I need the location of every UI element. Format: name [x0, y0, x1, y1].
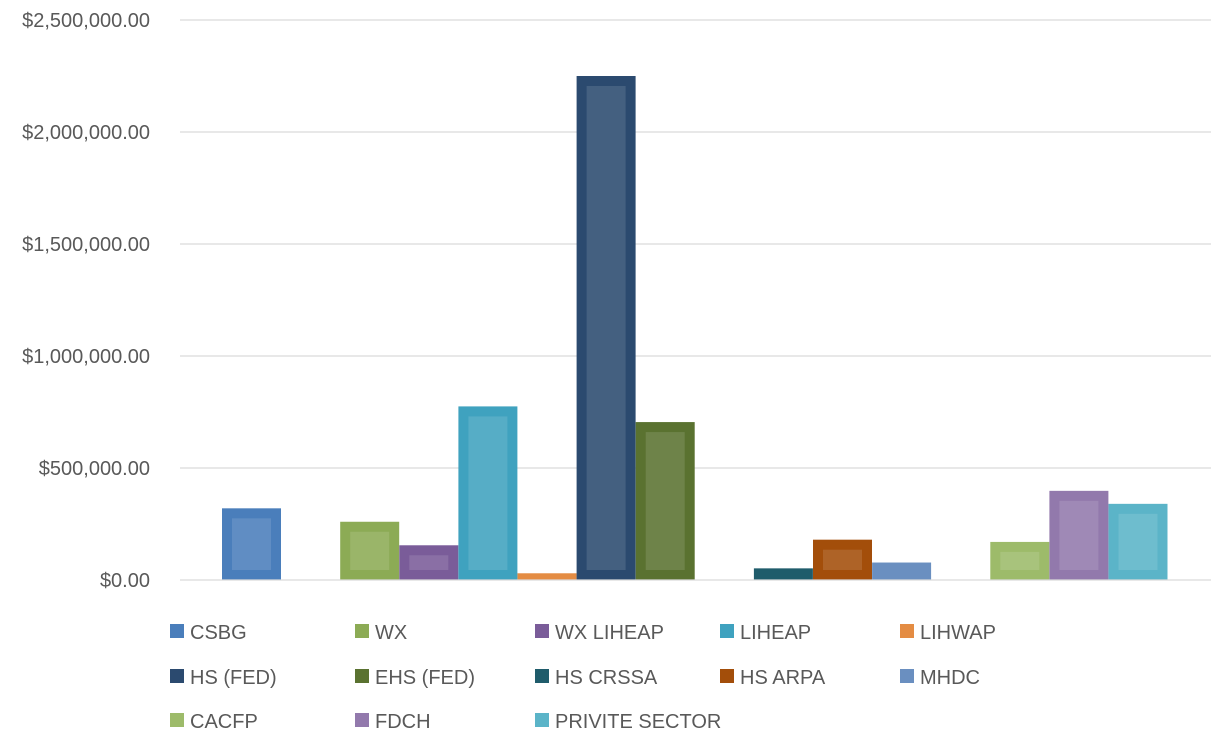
bar-inner-bevel: [409, 555, 449, 570]
legend-entry: MHDC: [900, 667, 980, 689]
y-tick-label: $1,000,000.00: [22, 346, 150, 368]
bar-privite-sector: [1108, 503, 1168, 580]
gridlines: [180, 19, 1211, 469]
bar-inner-bevel: [1118, 513, 1158, 570]
legend-entry: WX LIHEAP: [535, 622, 664, 644]
bar-outer: [813, 539, 872, 580]
legend-label: HS (FED): [190, 667, 277, 689]
bar-inner-bevel: [1059, 500, 1099, 570]
bar-inner-bevel: [1000, 551, 1040, 570]
legend-entry: LIHEAP: [720, 622, 811, 644]
legend-swatch: [355, 713, 369, 727]
legend-entry: FDCH: [355, 711, 431, 733]
bar-outer: [222, 508, 281, 580]
bar-outer: [872, 562, 932, 580]
legend-swatch: [900, 624, 914, 638]
bar-hs-fed: [576, 76, 636, 580]
bar-inner-bevel: [823, 549, 862, 570]
legend-swatch: [170, 624, 184, 638]
legend-swatch: [535, 669, 549, 683]
legend-entry: WX: [355, 622, 407, 644]
bar-outer: [458, 406, 518, 580]
y-axis-tick-labels: $0.00 $500,000.00 $1,000,000.00 $1,500,000.…: [22, 10, 150, 592]
bar-outer: [635, 422, 695, 580]
legend-swatch: [535, 713, 549, 727]
bar-hs-crssa: [753, 568, 813, 580]
legend-swatch: [355, 669, 369, 683]
bar-lihwap: [517, 573, 577, 580]
bar-hs-arpa: [813, 539, 872, 580]
legend-label: MHDC: [920, 667, 980, 689]
bar-inner-bevel: [645, 432, 685, 570]
legend-label: CSBG: [190, 622, 247, 644]
bar-mhdc: [872, 562, 932, 580]
legend-entry: LIHWAP: [900, 622, 996, 644]
bar-outer: [576, 76, 636, 580]
y-tick-label: $1,500,000.00: [22, 234, 150, 256]
legend-entry: HS (FED): [170, 667, 277, 689]
legend-label: PRIVITE SECTOR: [555, 711, 721, 733]
legend-label: EHS (FED): [375, 667, 475, 689]
legend-entry: HS ARPA: [720, 667, 826, 689]
bar-outer: [340, 521, 400, 580]
bar-ehs-fed: [635, 422, 695, 580]
bars: [222, 76, 1168, 580]
legend-label: HS ARPA: [740, 667, 826, 689]
bar-inner-bevel: [350, 531, 390, 570]
legend-swatch: [535, 624, 549, 638]
legend-entry: CSBG: [170, 622, 247, 644]
legend-label: LIHWAP: [920, 622, 996, 644]
legend-swatch: [170, 713, 184, 727]
legend-entry: EHS (FED): [355, 667, 475, 689]
legend-swatch: [720, 624, 734, 638]
bar-outer: [990, 541, 1050, 580]
bar-csbg: [222, 508, 281, 580]
bar-cacfp: [990, 541, 1050, 580]
y-tick-label: $2,000,000.00: [22, 122, 150, 144]
bar-outer: [1049, 490, 1109, 580]
legend-entry: PRIVITE SECTOR: [535, 711, 721, 733]
y-tick-label: $500,000.00: [39, 458, 150, 480]
legend-swatch: [170, 669, 184, 683]
legend-entry: CACFP: [170, 711, 258, 733]
bar-liheap: [458, 406, 518, 580]
bar-outer: [753, 568, 813, 580]
legend-label: CACFP: [190, 711, 258, 733]
bar-wx: [340, 521, 400, 580]
y-tick-label: $2,500,000.00: [22, 10, 150, 32]
legend-label: WX: [375, 622, 407, 644]
legend-label: FDCH: [375, 711, 431, 733]
legend-swatch: [720, 669, 734, 683]
legend-swatch: [900, 669, 914, 683]
legend-swatch: [355, 624, 369, 638]
bar-outer: [399, 545, 459, 580]
bar-inner-bevel: [232, 518, 271, 570]
bar-wx-liheap: [399, 545, 459, 580]
legend-label: WX LIHEAP: [555, 622, 664, 644]
bar-inner-bevel: [468, 416, 508, 570]
legend-label: HS CRSSA: [555, 667, 658, 689]
legend-entry: HS CRSSA: [535, 667, 658, 689]
y-tick-label: $0.00: [100, 570, 150, 592]
legend-label: LIHEAP: [740, 622, 811, 644]
bar-outer: [517, 573, 577, 580]
bar-inner-bevel: [586, 86, 626, 570]
legend: CSBG WX WX LIHEAP LIHEAP LIHWAP HS (FED) EHS (…: [170, 622, 996, 733]
bar-fdch: [1049, 490, 1109, 580]
bar-outer: [1108, 503, 1168, 580]
